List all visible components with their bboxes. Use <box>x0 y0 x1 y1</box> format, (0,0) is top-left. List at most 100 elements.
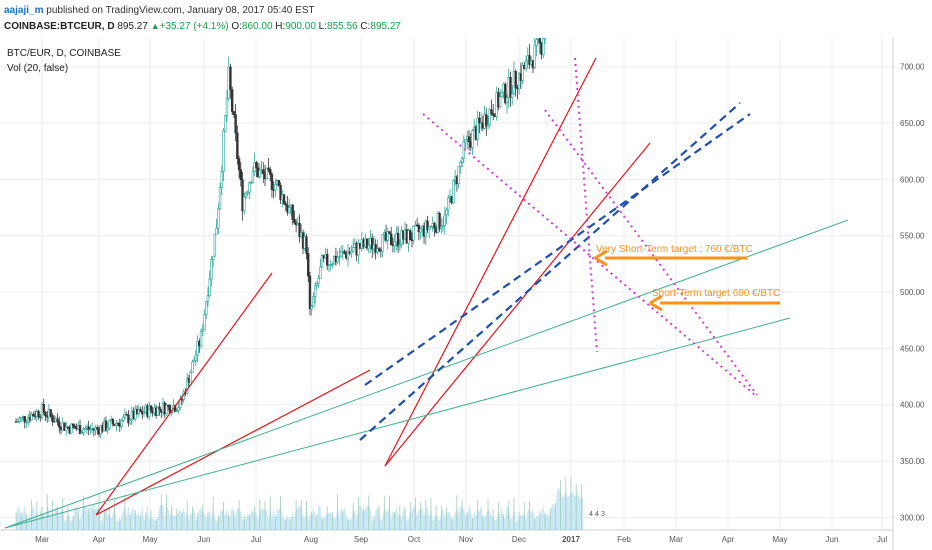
candle-body <box>350 250 353 254</box>
candle-body <box>128 420 132 424</box>
price-tick-label: 700.00 <box>900 63 925 72</box>
candle-body <box>255 162 258 169</box>
candle-body <box>82 429 85 433</box>
candle-body <box>234 114 237 134</box>
candle-body <box>56 418 59 423</box>
candlestick-series <box>14 38 547 439</box>
candle-body <box>478 117 481 124</box>
candle-body <box>211 255 215 260</box>
time-axis[interactable]: Mar Apr May Jun Jul Aug Sep Oct Nov Dec 2017 Feb Mar… <box>35 535 887 544</box>
candle-body <box>452 180 455 204</box>
candle-body <box>30 413 33 421</box>
time-tick-label: May <box>772 535 787 544</box>
candle-body <box>123 414 127 418</box>
candle-body <box>249 182 253 184</box>
candle-body <box>78 425 82 435</box>
price-tick-label: 550.00 <box>900 232 925 241</box>
candle-body <box>147 405 151 417</box>
publication-line: aajaji_m published on TradingView.com, J… <box>4 5 315 16</box>
candle-body <box>504 83 507 104</box>
candle-body <box>51 415 54 422</box>
time-tick-label: Apr <box>93 535 106 544</box>
candle-body <box>308 275 312 310</box>
candle-body <box>104 420 108 431</box>
candle-body <box>312 296 315 307</box>
candle-body <box>282 194 286 204</box>
candle-body <box>543 38 547 40</box>
candle-body <box>441 225 445 227</box>
time-tick-label: Jul <box>877 535 887 544</box>
candle-body <box>18 418 21 422</box>
candle-body <box>398 244 402 247</box>
candle-body <box>284 203 287 206</box>
candle-body <box>409 230 412 241</box>
candle-body <box>262 169 265 175</box>
candle-body <box>267 167 270 170</box>
volume-label: 4 <box>589 511 593 518</box>
last-price: 895.27 <box>117 21 148 32</box>
candle-body <box>377 248 381 251</box>
candle-body <box>142 412 146 415</box>
legend-title: BTC/EUR, D, COINBASE <box>7 48 121 59</box>
candle-body <box>393 241 396 246</box>
candle-body <box>23 416 26 423</box>
candle-body <box>459 162 462 167</box>
candle-body <box>122 416 125 421</box>
candle-body <box>498 96 502 108</box>
candle-body <box>486 124 490 127</box>
candle-body <box>84 428 87 430</box>
price-tick-label: 500.00 <box>900 288 925 297</box>
price-axis[interactable]: 300.00 350.00 400.00 450.00 500.00 550.00 600.… <box>900 38 929 523</box>
candle-body <box>319 266 322 279</box>
price-tick-label: 350.00 <box>900 457 925 466</box>
candle-body <box>108 420 111 429</box>
candle-body <box>192 360 196 363</box>
high-value: 900.00 <box>285 21 316 32</box>
trendline-drawings <box>4 57 849 529</box>
candle-body <box>370 237 374 250</box>
candle-body <box>492 113 495 116</box>
candle-body <box>80 432 83 435</box>
time-tick-label: Apr <box>722 535 735 544</box>
volume-label: 3 <box>601 511 605 518</box>
candle-body <box>326 254 329 266</box>
candle-body <box>291 204 294 220</box>
author-link[interactable]: aajaji_m <box>4 5 44 16</box>
candle-body <box>251 171 255 183</box>
time-tick-label: Feb <box>617 535 631 544</box>
candle-body <box>224 115 227 132</box>
candle-body <box>338 256 341 258</box>
candle-body <box>268 169 272 175</box>
candle-body <box>65 426 68 431</box>
up-arrow-icon: ▲ <box>150 21 160 31</box>
candle-body <box>241 179 244 212</box>
candle-body <box>517 73 521 90</box>
candle-body <box>120 420 123 427</box>
time-tick-label: Mar <box>35 535 49 544</box>
candle-body <box>433 222 436 229</box>
candle-body <box>313 285 317 298</box>
symbol-label[interactable]: COINBASE:BTCEUR, D <box>4 21 115 32</box>
blue-dashed-trendline <box>359 102 741 441</box>
candle-body <box>298 222 301 237</box>
candle-body <box>542 38 545 56</box>
close-label: C: <box>360 21 371 32</box>
candle-body <box>277 180 281 186</box>
candle-body <box>236 132 239 159</box>
candle-body <box>189 372 192 383</box>
candle-body <box>96 427 99 430</box>
candle-body <box>346 251 350 259</box>
candle-body <box>457 166 460 184</box>
candle-body <box>490 109 493 115</box>
candle-body <box>339 251 343 257</box>
candle-body <box>279 184 282 201</box>
candle-body <box>438 213 441 230</box>
arrow-left-icon <box>594 249 608 267</box>
candle-body <box>156 406 160 416</box>
price-tick-label: 650.00 <box>900 119 925 128</box>
candle-body <box>194 354 198 361</box>
candle-body <box>208 278 211 296</box>
candle-body <box>511 93 514 98</box>
open-label: O: <box>231 21 242 32</box>
